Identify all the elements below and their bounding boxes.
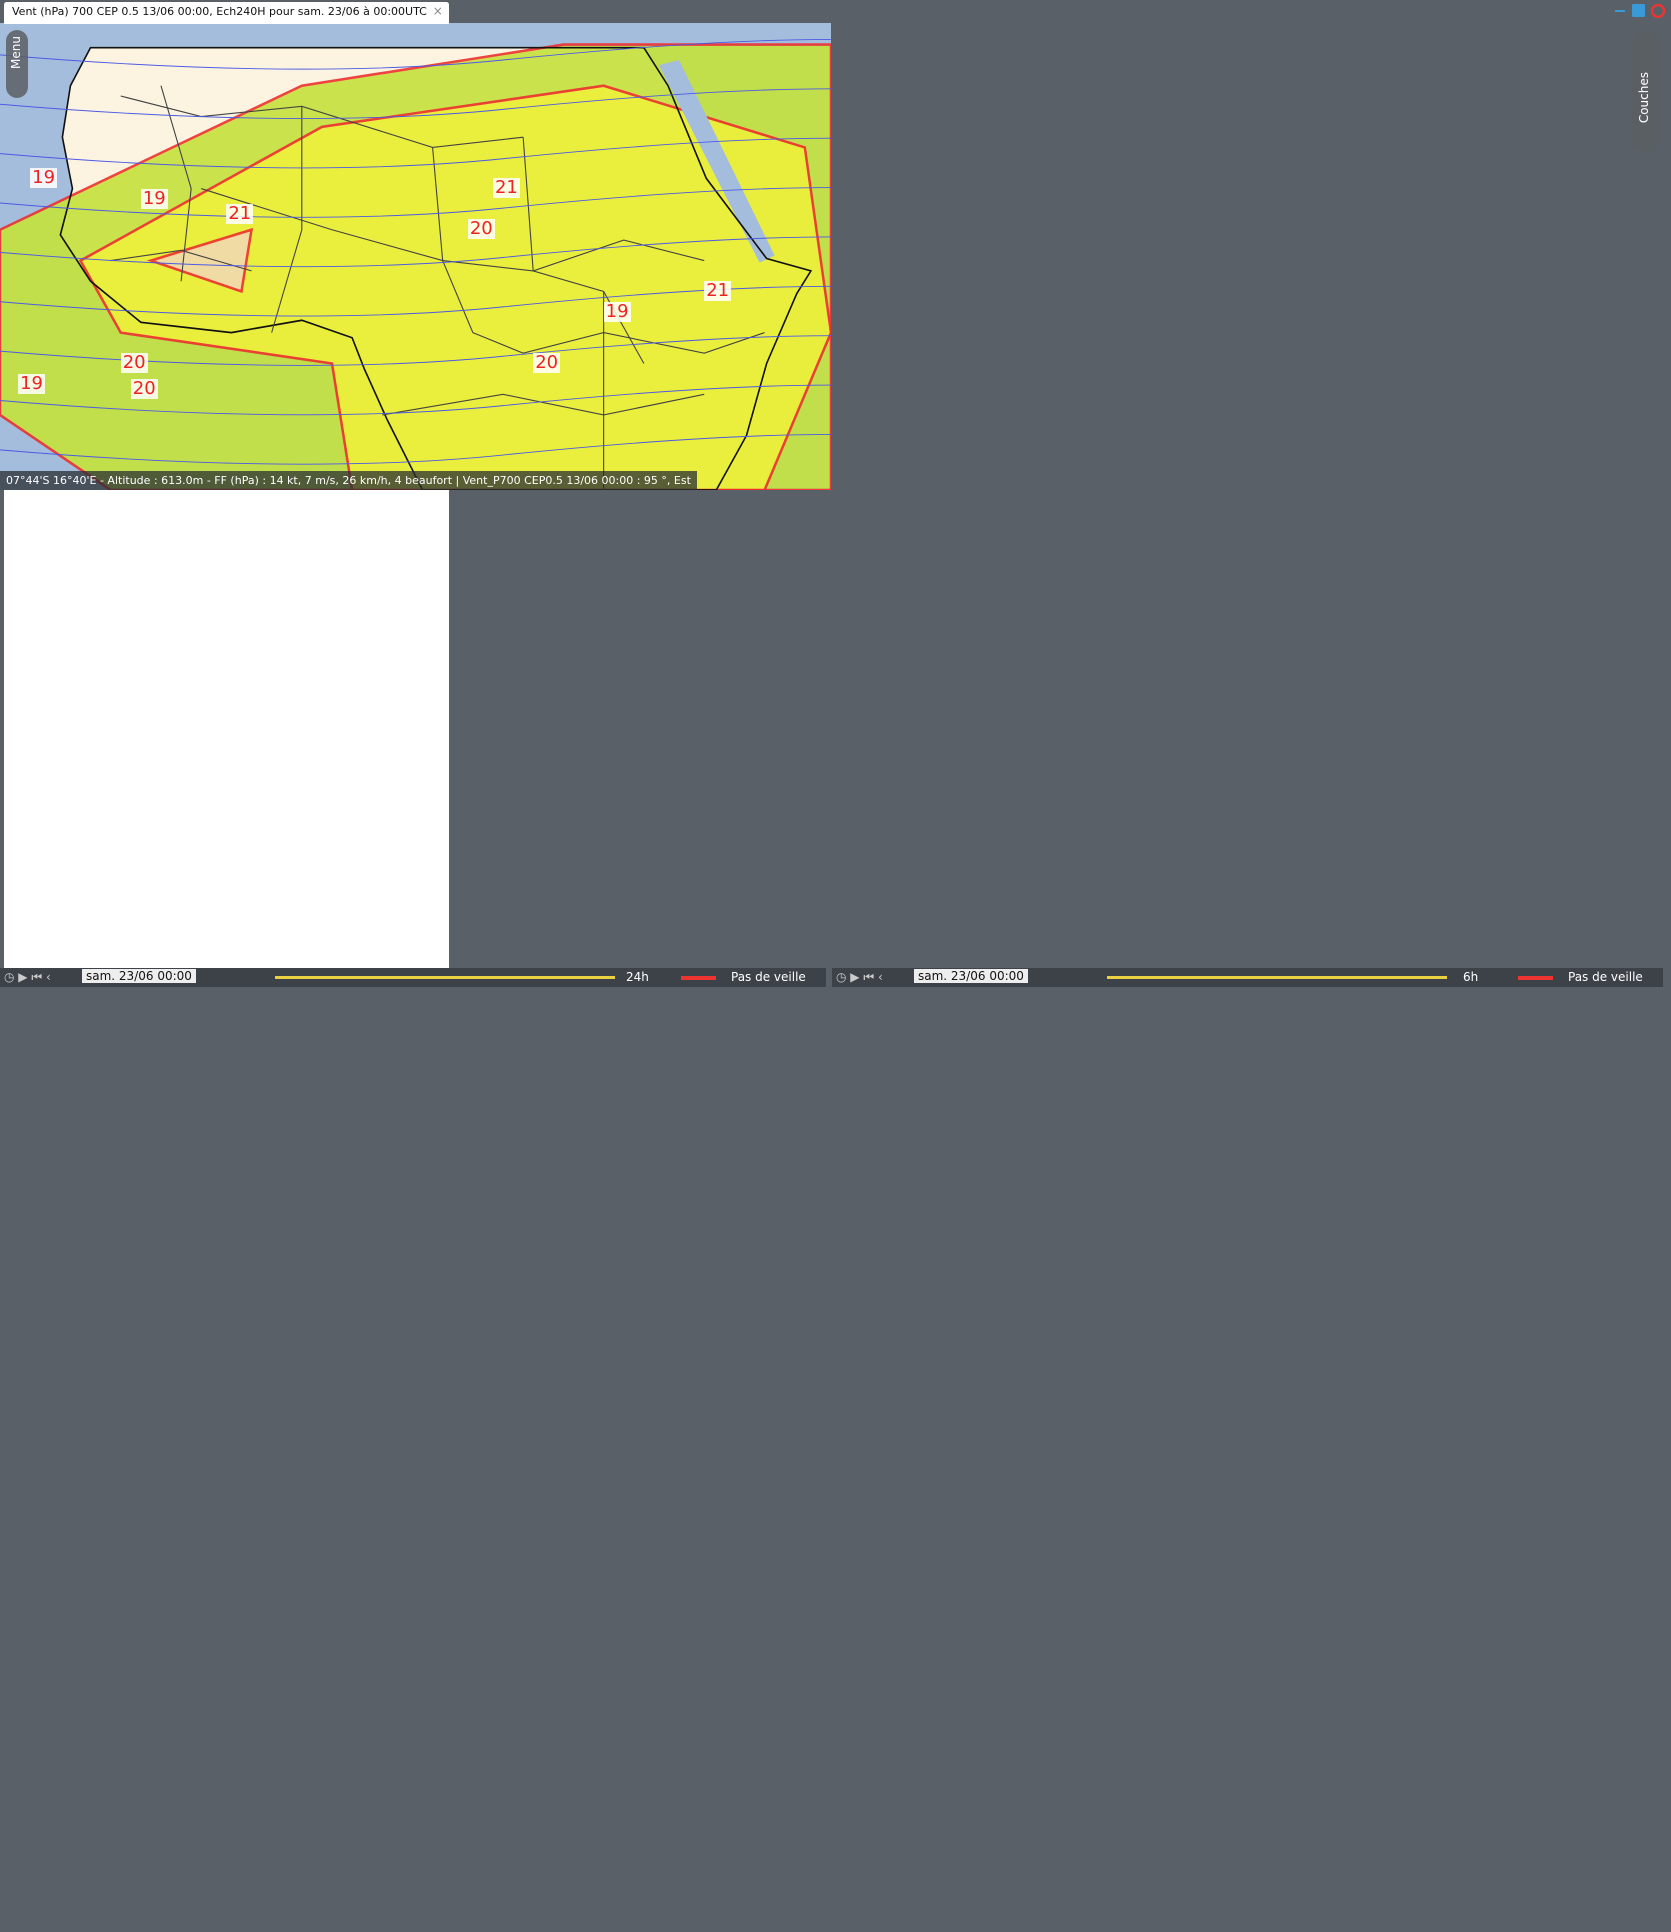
streamline: [0, 38, 832, 70]
time-bar: ◷ ▶ ⏮ ‹ sam. 23/06 00:00 6h Pas de veille: [832, 968, 1663, 987]
contour-label: 20: [533, 352, 561, 374]
watch-mode: Pas de veille: [1568, 970, 1643, 984]
map[interactable]: [0, 24, 833, 492]
contour-label: 20: [120, 352, 148, 374]
speed-slider[interactable]: [1518, 976, 1553, 980]
map-panel: Vent (hPa) 850 CEP 0.5 13/06 00:00, Ech2…: [0, 2, 1665, 1442]
step-value: 6h: [1463, 970, 1479, 984]
streamline: [0, 384, 832, 416]
contour-label: 20: [130, 377, 158, 399]
close-button[interactable]: [1651, 4, 1665, 18]
streamline: [0, 433, 832, 465]
border: [110, 249, 252, 272]
contour-label: 19: [140, 187, 168, 209]
field-area: [146, 227, 254, 294]
layers-label: Couches: [1637, 72, 1651, 124]
streamline: [0, 88, 832, 119]
border: [160, 85, 192, 282]
tab-close[interactable]: ×: [432, 4, 443, 18]
contour-label: 19: [30, 167, 58, 189]
date-field: sam. 23/06 00:00: [914, 969, 1028, 983]
time-slider[interactable]: [275, 976, 615, 979]
contour-label: 21: [226, 203, 254, 225]
streamline: [0, 236, 832, 268]
border: [271, 106, 303, 333]
contour-label: 19: [18, 372, 45, 394]
playback-controls[interactable]: ◷ ▶ ⏮ ‹: [4, 970, 51, 984]
contour-label: 21: [492, 177, 520, 199]
contour-label: 21: [704, 280, 732, 302]
speed-slider[interactable]: [681, 976, 716, 980]
contour-label: 20: [467, 218, 495, 240]
app: Vent (hPa) 600 CEP 0.5 13/06 00:00, Ech2…: [0, 2, 1665, 987]
menu-button[interactable]: Menu: [6, 30, 28, 98]
title-bar: Vent (hPa) 700 CEP 0.5 13/06 00:00, Ech2…: [0, 2, 1665, 1466]
streamline: [0, 285, 832, 317]
contour-label: 19: [603, 300, 631, 322]
map-area: 19 19 20 21 21 20 19 20 21 19 20 Menu Couches 07°44'S…: [0, 24, 1671, 492]
coastline: [59, 46, 813, 491]
maximize-button[interactable]: [1632, 4, 1645, 17]
minimize-button[interactable]: [1615, 4, 1625, 12]
red-sea: [658, 60, 775, 263]
streamline: [0, 137, 832, 169]
menu-label: Menu: [9, 36, 23, 69]
date-field: sam. 23/06 00:00: [82, 969, 196, 983]
watch-mode: Pas de veille: [731, 970, 806, 984]
streamline: [0, 335, 832, 366]
field-area: [78, 84, 833, 492]
border: [382, 393, 705, 416]
streamline: [0, 187, 832, 218]
time-bar: ◷ ▶ ⏮ ‹ sam. 23/06 00:00 24h Pas de veille: [0, 968, 826, 987]
step-value: 24h: [626, 970, 649, 984]
coords-readout: 07°44'S 16°40'E - Altitude : 613.0m - FF…: [0, 471, 697, 490]
border: [201, 188, 705, 272]
playback-controls[interactable]: ◷ ▶ ⏮ ‹: [836, 970, 883, 984]
layers-button[interactable]: Couches: [1631, 32, 1659, 152]
border: [522, 137, 645, 364]
panel-title: Vent (hPa) 700 CEP 0.5 13/06 00:00, Ech2…: [12, 5, 427, 18]
time-slider[interactable]: [1107, 976, 1447, 979]
